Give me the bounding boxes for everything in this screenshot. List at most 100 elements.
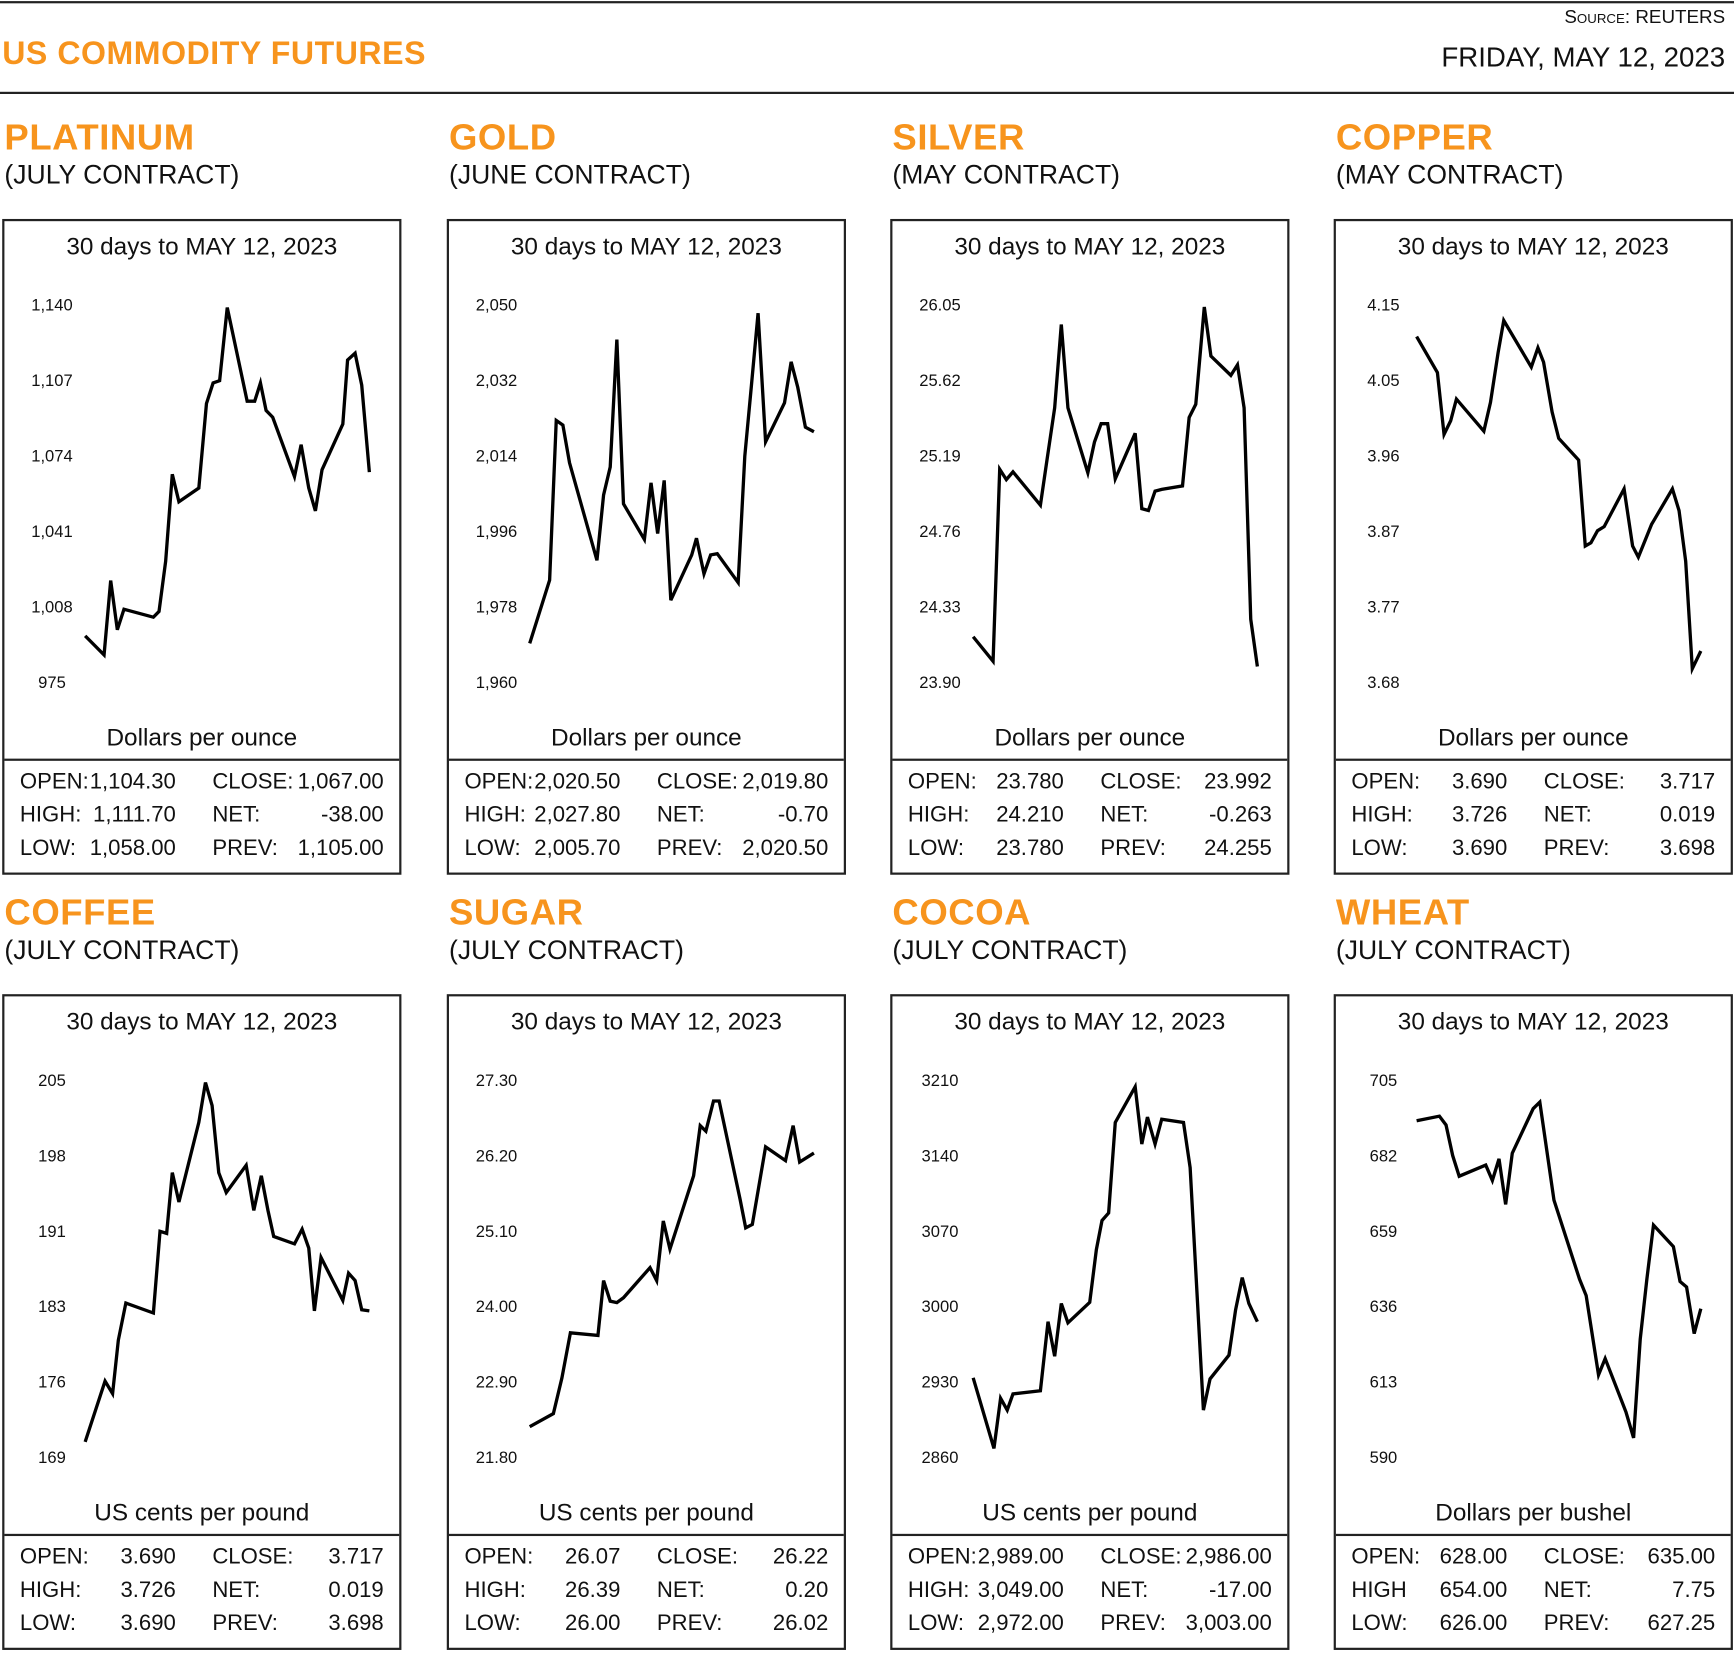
stat-label: OPEN: — [464, 769, 534, 795]
stat-value: 1,058.00 — [89, 836, 176, 861]
stat-label: NET: — [656, 1578, 705, 1603]
y-tick-label: 4.05 — [1367, 371, 1399, 390]
stat-value: 2,019.80 — [742, 769, 829, 795]
stats-row: HIGH 654.00 NET: 7.75 — [1336, 1578, 1731, 1611]
stat-label: OPEN: — [907, 1544, 977, 1570]
y-tick-label: 24.76 — [919, 522, 961, 541]
y-tick-label: 3070 — [922, 1222, 959, 1241]
cocoa-panel: COCOA (JULY CONTRACT) 3210 3140 3070 3000 2930… — [890, 891, 1290, 1654]
y-tick-label: 3.87 — [1367, 522, 1399, 541]
stat-value: 26.00 — [565, 1611, 621, 1636]
stats-row: HIGH: 2,027.80 NET: -0.70 — [449, 803, 844, 836]
stat-value: 3.717 — [328, 1544, 384, 1570]
period-label: 30 days to MAY 12, 2023 — [1397, 232, 1669, 260]
chart-box: 2,050 2,032 2,014 1,996 1,978 1,960 30 days to… — [446, 218, 846, 875]
period-label: 30 days to MAY 12, 2023 — [510, 1007, 782, 1036]
stats-row: HIGH: 3.726 NET: 0.019 — [1336, 803, 1731, 836]
stat-label: PREV: — [212, 836, 278, 861]
gold-panel: GOLD (JUNE CONTRACT) 2,050 2,032 2,014 1,996 1… — [446, 116, 846, 879]
stats-row: OPEN: 2,020.50 CLOSE: 2,019.80 — [449, 770, 844, 803]
y-tick-label: 3140 — [922, 1146, 959, 1165]
y-tick-label: 176 — [38, 1373, 66, 1392]
stats-row: HIGH: 26.39 NET: 0.20 — [449, 1578, 844, 1611]
stat-label: HIGH: — [19, 1578, 82, 1603]
line-chart: 26.05 25.62 25.19 24.76 24.33 23.90 — [919, 296, 1260, 692]
copper-panel: COPPER (MAY CONTRACT) 4.15 4.05 3.96 3.87 3.77… — [1333, 116, 1733, 879]
stat-value: 3,003.00 — [1185, 1611, 1272, 1636]
period-label: 30 days to MAY 12, 2023 — [954, 232, 1226, 260]
unit-label: Dollars per ounce — [106, 723, 298, 751]
y-tick-label: 3000 — [922, 1297, 959, 1316]
y-tick-label: 24.33 — [919, 597, 961, 616]
stat-label: OPEN: — [19, 1544, 89, 1570]
silver-price-line — [971, 306, 1260, 667]
stat-label: HIGH: — [907, 1578, 970, 1603]
y-tick-label: 613 — [1370, 1373, 1398, 1392]
wheat-price-line — [1416, 1098, 1703, 1439]
period-label: 30 days to MAY 12, 2023 — [954, 1007, 1226, 1036]
stats-divider — [1335, 1533, 1731, 1537]
y-tick-label: 25.19 — [919, 447, 961, 466]
stat-value: 628.00 — [1439, 1544, 1508, 1570]
price-stats-table: OPEN: 3.690 CLOSE: 3.717 HIGH: 3.726 NET: 0.019… — [4, 1545, 399, 1645]
platinum-panel: PLATINUM (JULY CONTRACT) 1,140 1,107 1,074 1,… — [2, 116, 402, 879]
stats-row: LOW: 2,005.70 PREV: 2,020.50 — [449, 836, 844, 869]
unit-label: US cents per pound — [94, 1498, 310, 1527]
stat-value: 0.20 — [785, 1578, 829, 1603]
stat-value: 23.780 — [996, 769, 1064, 795]
stat-label: NET: — [1543, 802, 1592, 828]
contract-subtitle: (JULY CONTRACT) — [448, 935, 684, 966]
y-tick-label: 1,996 — [476, 522, 517, 541]
stat-label: NET: — [1543, 1578, 1592, 1603]
chart-title: COFFEE — [4, 891, 156, 933]
stat-label: NET: — [1100, 1578, 1149, 1603]
stat-label: CLOSE: — [656, 1544, 739, 1570]
chart-title: SUGAR — [448, 891, 584, 933]
stat-value: 2,986.00 — [1185, 1544, 1272, 1570]
y-tick-label: 27.30 — [476, 1071, 517, 1090]
stat-value: 26.07 — [565, 1544, 621, 1570]
period-label: 30 days to MAY 12, 2023 — [1397, 1007, 1669, 1036]
price-stats-table: OPEN: 3.690 CLOSE: 3.717 HIGH: 3.726 NET: 0.019… — [1336, 770, 1731, 870]
stat-value: 2,972.00 — [977, 1611, 1064, 1636]
y-tick-label: 1,978 — [476, 597, 517, 616]
source-label: Source: — [1564, 6, 1631, 28]
stat-value: 3.690 — [120, 1544, 176, 1570]
stat-label: PREV: — [1543, 1611, 1610, 1636]
chart-title: SILVER — [892, 116, 1025, 158]
wheat-panel: WHEAT (JULY CONTRACT) 705 682 659 636 613 590 30… — [1333, 891, 1733, 1654]
stats-divider — [448, 758, 844, 761]
stats-row: LOW: 3.690 PREV: 3.698 — [1336, 836, 1731, 869]
y-tick-label: 26.20 — [476, 1146, 517, 1165]
stats-divider — [892, 758, 1288, 761]
line-chart: 4.15 4.05 3.96 3.87 3.77 3.68 — [1367, 296, 1703, 692]
stat-value: 3.690 — [1451, 769, 1508, 795]
y-tick-label: 23.90 — [919, 673, 961, 692]
sugar-price-line — [528, 1099, 815, 1429]
period-label: 30 days to MAY 12, 2023 — [510, 232, 782, 260]
source-name: REUTERS — [1635, 6, 1726, 28]
y-tick-label: 1,008 — [31, 597, 73, 616]
page-title: US COMMODITY FUTURES — [2, 36, 427, 72]
y-tick-label: 1,041 — [31, 522, 73, 541]
stat-label: PREV: — [1543, 836, 1610, 861]
y-tick-label: 25.62 — [919, 371, 961, 390]
y-tick-label: 705 — [1370, 1071, 1398, 1090]
platinum-price-line — [83, 307, 372, 659]
cocoa-price-line — [971, 1081, 1259, 1449]
y-tick-label: 3.96 — [1367, 447, 1399, 466]
header-rule — [0, 91, 1734, 94]
stats-row: HIGH: 3.726 NET: 0.019 — [4, 1578, 399, 1611]
stat-label: LOW: — [464, 1611, 521, 1636]
stats-row: HIGH: 24.210 NET: -0.263 — [892, 803, 1287, 836]
stat-value: 24.210 — [996, 802, 1064, 828]
unit-label: Dollars per ounce — [551, 723, 742, 751]
stat-value: -0.70 — [777, 802, 829, 828]
stats-row: OPEN: 3.690 CLOSE: 3.717 — [4, 1545, 399, 1578]
stat-value: 24.255 — [1204, 836, 1272, 861]
stat-value: 3.726 — [120, 1578, 176, 1603]
price-stats-table: OPEN: 2,020.50 CLOSE: 2,019.80 HIGH: 2,027.80… — [449, 770, 844, 870]
coffee-price-line — [83, 1082, 370, 1443]
stats-divider — [4, 758, 400, 761]
y-tick-label: 1,140 — [31, 296, 73, 315]
